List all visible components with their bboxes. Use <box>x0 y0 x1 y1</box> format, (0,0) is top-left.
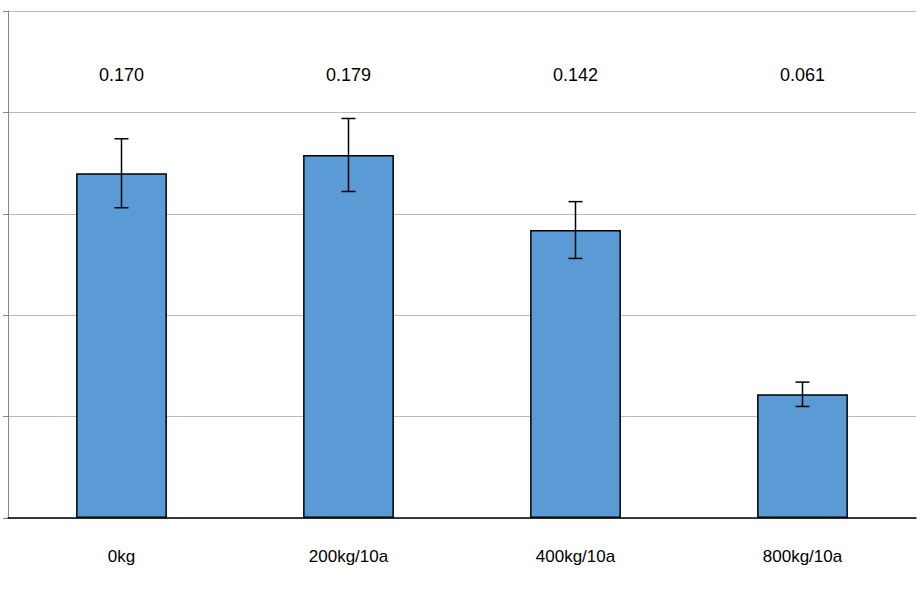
svg-text:0.061: 0.061 <box>780 65 825 85</box>
svg-text:0kg: 0kg <box>108 547 135 566</box>
svg-text:0.179: 0.179 <box>326 65 371 85</box>
svg-text:200kg/10a: 200kg/10a <box>309 547 389 566</box>
svg-text:0.142: 0.142 <box>553 65 598 85</box>
svg-text:800kg/10a: 800kg/10a <box>763 547 843 566</box>
svg-text:400kg/10a: 400kg/10a <box>536 547 616 566</box>
svg-text:0.170: 0.170 <box>99 65 144 85</box>
